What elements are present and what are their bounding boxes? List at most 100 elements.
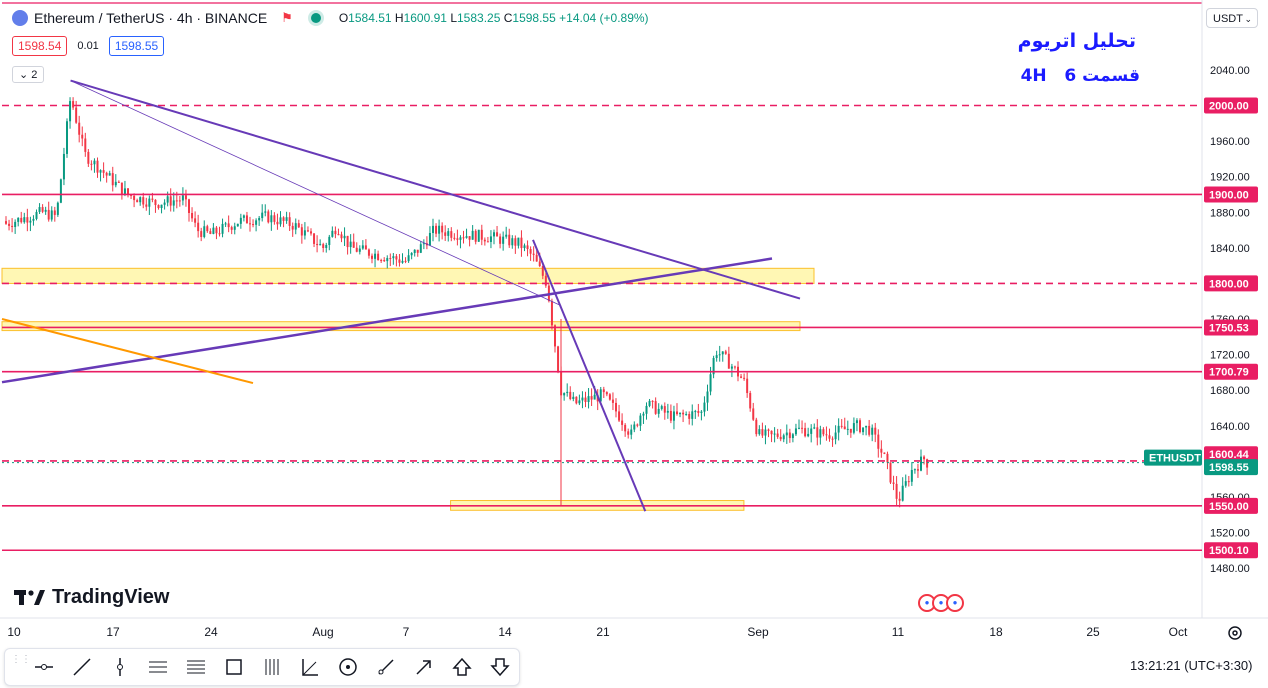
support-zone[interactable] — [1, 267, 815, 284]
x-tick-label: Oct — [1169, 625, 1188, 639]
candle-body — [108, 173, 111, 176]
candle-body — [8, 223, 11, 226]
candle-body — [480, 229, 483, 240]
arrow-up-icon[interactable] — [447, 652, 477, 682]
trend-line-icon[interactable] — [67, 652, 97, 682]
trendline[interactable] — [1, 257, 773, 384]
symbol-title[interactable]: Ethereum / TetherUS · 4h · BINANCE — [34, 10, 268, 26]
candle-body — [904, 481, 907, 486]
support-zone[interactable] — [1, 321, 801, 332]
vertical-line-icon[interactable] — [105, 652, 135, 682]
long-position-icon[interactable] — [257, 652, 287, 682]
brush-icon[interactable] — [371, 652, 401, 682]
candle-body — [230, 227, 233, 230]
candle-body — [599, 389, 602, 402]
candle-body — [587, 396, 590, 403]
candle-body — [852, 423, 855, 433]
buy-button[interactable]: 1598.55 — [108, 36, 165, 56]
candle-body — [306, 230, 309, 232]
time-zone-clock[interactable]: 13:21:21 (UTC+3:30) — [1130, 658, 1253, 673]
candle-body — [633, 424, 636, 430]
candle-body — [127, 188, 129, 195]
y-tick-label: 1520.00 — [1210, 528, 1250, 540]
candle-body — [148, 198, 151, 207]
horizontal-ray-icon[interactable] — [29, 652, 59, 682]
candle-body — [877, 434, 880, 449]
gear-icon[interactable] — [1226, 624, 1244, 642]
candle-body — [843, 426, 846, 430]
candle-body — [773, 433, 776, 435]
angle-tool-icon[interactable] — [295, 652, 325, 682]
candle-body — [386, 258, 389, 262]
candle-body — [755, 419, 758, 435]
candle-body — [447, 231, 450, 236]
candle-body — [907, 481, 910, 483]
candle-body — [831, 438, 834, 440]
candle-body — [682, 412, 685, 415]
y-tick-label: 1640.00 — [1210, 421, 1250, 433]
candle-body — [834, 432, 837, 440]
currency-select[interactable]: USDT ⌄ — [1206, 8, 1258, 28]
candle-body — [166, 196, 169, 203]
candle-body — [270, 215, 273, 223]
price-tag-label: 1598.55 — [1209, 462, 1249, 474]
candle-body — [477, 229, 480, 242]
candle-body — [557, 346, 560, 372]
trendline[interactable] — [70, 80, 562, 307]
candle-body — [84, 138, 87, 152]
arrow-down-icon[interactable] — [485, 652, 515, 682]
candle-body — [544, 275, 547, 286]
candle-body — [727, 353, 730, 369]
candle-body — [310, 231, 312, 234]
candle-body — [188, 199, 190, 214]
candle-body — [572, 396, 575, 399]
drag-handle-icon[interactable]: ⋮⋮ — [11, 654, 31, 665]
candle-body — [615, 402, 617, 412]
rectangle-icon[interactable] — [219, 652, 249, 682]
candle-body — [581, 397, 584, 401]
trendline[interactable] — [70, 79, 801, 300]
candle-body — [59, 179, 62, 203]
indicators-toggle[interactable]: ⌄ 2 — [12, 66, 45, 83]
candle-body — [514, 238, 517, 246]
candle-body — [602, 389, 605, 393]
market-open-icon — [310, 13, 321, 23]
candle-body — [898, 498, 901, 501]
candle-body — [35, 211, 38, 219]
candle-body — [532, 253, 535, 255]
candle-body — [608, 394, 611, 400]
candle-body — [50, 210, 53, 220]
parallel-channel-icon[interactable] — [143, 652, 173, 682]
candle-body — [313, 233, 316, 244]
event-flag-icon[interactable]: ● — [946, 594, 964, 612]
tradingview-logo[interactable]: TradingView — [14, 586, 169, 609]
trendline[interactable] — [532, 239, 647, 512]
candle-body — [352, 241, 355, 248]
candle-body — [72, 101, 75, 108]
sell-button[interactable]: 1598.54 — [12, 36, 68, 56]
candle-body — [407, 255, 410, 262]
candle-body — [474, 230, 477, 242]
candle-body — [343, 235, 346, 239]
circle-icon[interactable] — [333, 652, 363, 682]
fib-retracement-icon[interactable] — [181, 652, 211, 682]
candle-body — [651, 400, 654, 402]
candle-body — [535, 254, 538, 262]
arrow-icon[interactable] — [409, 652, 439, 682]
candle-body — [883, 452, 886, 454]
candle-body — [316, 243, 319, 246]
candle-body — [38, 207, 41, 212]
flag-icon[interactable]: ⚑ — [281, 10, 293, 25]
candle-body — [563, 393, 566, 396]
candle-body — [355, 247, 358, 252]
candle-body — [11, 225, 14, 228]
candle-body — [819, 429, 822, 438]
economic-events[interactable]: ● ● ● — [918, 594, 964, 612]
y-tick-label: 1880.00 — [1210, 207, 1250, 219]
candle-body — [791, 434, 794, 439]
orange-trendline[interactable] — [1, 318, 254, 385]
candle-body — [743, 377, 746, 379]
candle-body — [746, 378, 749, 394]
candle-body — [801, 427, 804, 429]
